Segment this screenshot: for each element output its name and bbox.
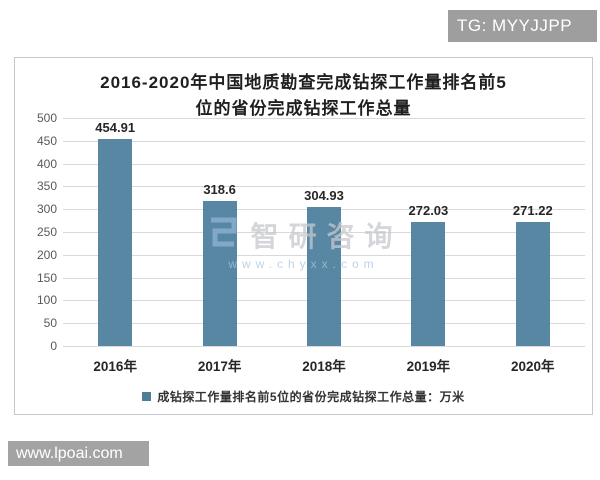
chart-title-line-1: 2016-2020年中国地质勘查完成钻探工作量排名前5 <box>100 73 507 92</box>
bar-value-label: 271.22 <box>512 203 553 219</box>
website-badge: www.lpoai.com <box>8 441 149 466</box>
y-axis-tick-label: 50 <box>43 316 57 331</box>
y-axis-tick-label: 0 <box>50 339 57 353</box>
bar <box>515 222 550 346</box>
bar-value-label: 454.91 <box>95 119 136 135</box>
bar <box>98 138 133 346</box>
x-axis-tick-label: 2018年 <box>302 359 346 374</box>
x-axis-tick-label: 2017年 <box>197 359 242 374</box>
watermark-url: www.chyxx.com <box>228 257 379 271</box>
y-axis-tick-label: 200 <box>36 247 57 262</box>
y-axis-tick-label: 100 <box>36 293 57 308</box>
x-axis-tick-label: 2020年 <box>511 359 555 374</box>
chart-title: 2016-2020年中国地质勘查完成钻探工作量排名前5 位的省份完成钻探工作总量 <box>15 70 592 121</box>
x-axis-tick-label: 2019年 <box>406 359 451 374</box>
gridline <box>63 163 585 165</box>
bar <box>202 200 237 346</box>
bar-value-label: 318.6 <box>203 181 236 197</box>
y-axis-tick-label: 350 <box>36 179 57 194</box>
telegram-badge: TG: MYYJJPP <box>448 10 597 42</box>
gridline <box>63 186 585 188</box>
y-axis-tick-label: 500 <box>36 111 57 125</box>
bar <box>307 206 341 346</box>
y-axis-tick-label: 300 <box>36 202 57 217</box>
chart-legend: 成钻探工作量排名前5位的省份完成钻探工作总量：万米 <box>15 388 592 405</box>
y-axis-tick-label: 400 <box>36 156 57 171</box>
gridline <box>63 140 585 142</box>
y-axis-tick-label: 250 <box>36 225 57 239</box>
gridline <box>63 118 585 119</box>
legend-square-icon <box>142 392 152 401</box>
y-axis-tick-label: 150 <box>36 270 57 285</box>
chart-title-line-2: 位的省份完成钻探工作总量 <box>195 98 412 118</box>
telegram-badge-label: TG: MYYJJPP <box>457 16 573 35</box>
bar-value-label: 304.93 <box>304 187 344 203</box>
bar-value-label: 272.03 <box>408 202 449 218</box>
y-axis-tick-label: 450 <box>36 133 57 148</box>
chart-container: 2016-2020年中国地质勘查完成钻探工作量排名前5 位的省份完成钻探工作总量… <box>14 57 593 415</box>
bar <box>411 221 446 346</box>
website-badge-label: www.lpoai.com <box>16 444 123 462</box>
gridline <box>63 346 585 347</box>
legend-label: 成钻探工作量排名前5位的省份完成钻探工作总量：万米 <box>157 390 465 404</box>
x-axis-tick-label: 2016年 <box>93 359 137 374</box>
